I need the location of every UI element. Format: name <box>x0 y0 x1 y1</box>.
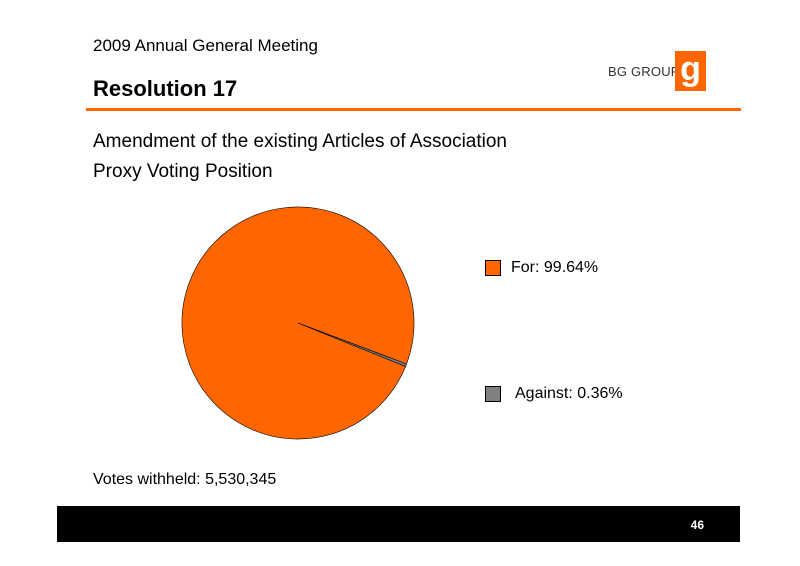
logo-text: BG GROUP <box>608 64 680 79</box>
pie-slice-against <box>297 322 407 367</box>
header-divider <box>86 108 741 111</box>
page-title: Resolution 17 <box>93 76 238 101</box>
chart-subtitle: Proxy Voting Position <box>93 161 273 182</box>
pie-slice-for <box>181 206 415 440</box>
resolution-description: Amendment of the existing Articles of As… <box>93 131 507 152</box>
logo-mark-icon: g <box>675 51 706 91</box>
votes-withheld: Votes withheld: 5,530,345 <box>93 471 277 488</box>
meeting-title: 2009 Annual General Meeting <box>93 36 318 55</box>
legend-label-for: For: 99.64% <box>511 259 599 276</box>
legend-label-against: Against: 0.36% <box>515 385 623 402</box>
legend-item-against: Against: 0.36% <box>485 385 623 403</box>
legend-swatch-against <box>485 386 501 402</box>
page-number: 46 <box>690 518 704 532</box>
bg-group-logo: BG GROUP g <box>608 51 728 91</box>
voting-pie-chart <box>181 206 415 440</box>
legend-swatch-for <box>485 260 501 276</box>
footer-bar: 46 <box>57 506 740 542</box>
legend-item-for: For: 99.64% <box>485 259 598 277</box>
